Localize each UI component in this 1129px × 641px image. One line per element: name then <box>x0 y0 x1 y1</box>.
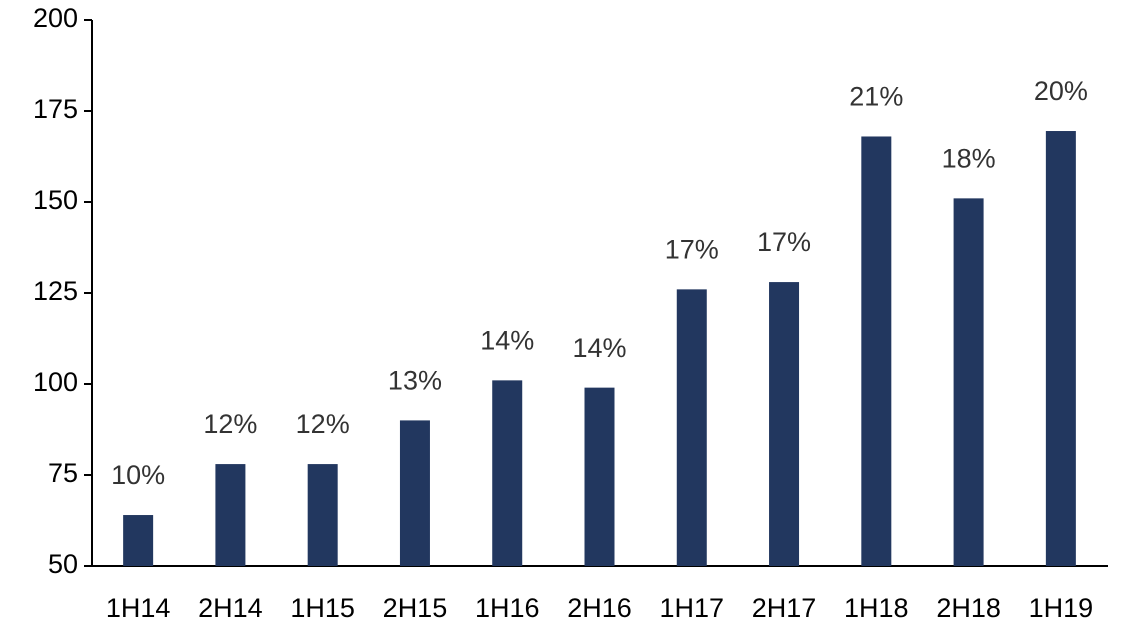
annotation: 12% <box>296 409 350 439</box>
annotation: 18% <box>942 143 996 173</box>
x-tick-label: 2H15 <box>383 593 448 623</box>
y-tick-label: 175 <box>33 94 78 124</box>
annotation: 10% <box>111 460 165 490</box>
annotation: 20% <box>1034 76 1088 106</box>
bar <box>492 380 523 566</box>
x-tick-label: 1H16 <box>475 593 540 623</box>
annotation: 14% <box>572 333 626 363</box>
bar <box>399 420 430 566</box>
y-tick-label: 100 <box>33 367 78 397</box>
annotation: 17% <box>757 227 811 257</box>
x-tick-label: 1H14 <box>106 593 171 623</box>
bar <box>1045 131 1076 566</box>
x-tick-label: 1H15 <box>290 593 355 623</box>
bar <box>584 387 615 566</box>
annotation: 13% <box>388 366 442 396</box>
bar <box>123 515 154 566</box>
x-tick-label: 1H19 <box>1029 593 1094 623</box>
y-tick-label: 75 <box>48 458 78 488</box>
bar <box>953 198 984 567</box>
annotation: 17% <box>665 234 719 264</box>
y-tick-label: 50 <box>48 549 78 579</box>
x-tick-label: 1H17 <box>659 593 724 623</box>
bar <box>215 464 246 566</box>
x-tick-label: 2H18 <box>936 593 1001 623</box>
y-tick-label: 200 <box>33 3 78 33</box>
x-tick-label: 2H16 <box>567 593 632 623</box>
y-tick-label: 125 <box>33 276 78 306</box>
x-tick-label: 1H18 <box>844 593 909 623</box>
bar <box>307 464 338 566</box>
bar <box>676 289 707 566</box>
x-tick-label: 2H17 <box>752 593 817 623</box>
bar <box>861 136 892 567</box>
x-tick-label: 2H14 <box>198 593 263 623</box>
annotation: 14% <box>480 325 534 355</box>
y-tick-label: 150 <box>33 185 78 215</box>
annotation: 21% <box>849 82 903 112</box>
annotation: 12% <box>203 409 257 439</box>
bar <box>769 282 800 566</box>
